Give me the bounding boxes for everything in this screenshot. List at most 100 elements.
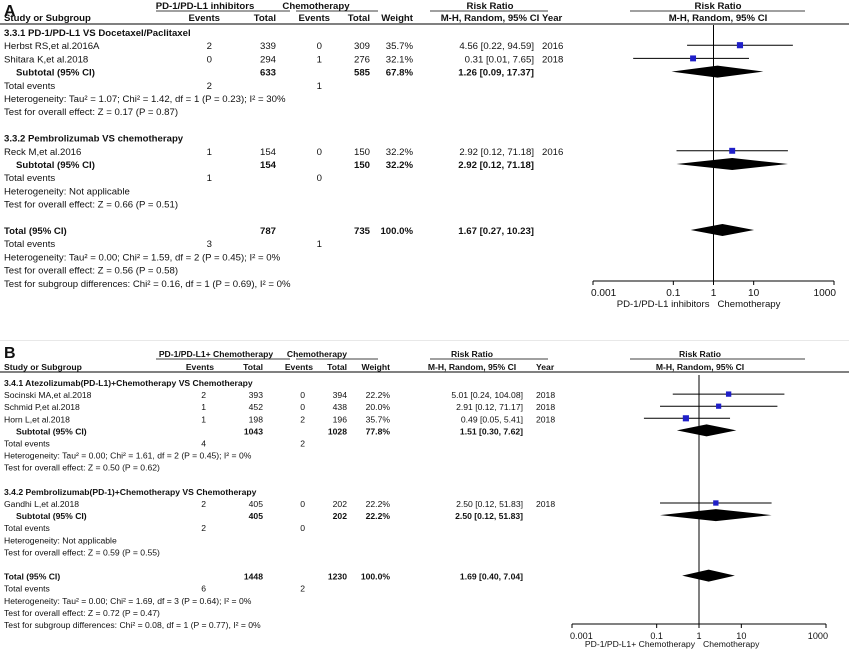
study-risk-ratio-ci: 5.01 [0.24, 104.08]: [451, 390, 523, 400]
overall-total-risk-ratio-ci: 1.67 [0.27, 10.23]: [458, 226, 534, 237]
column-header-study: Study or Subgroup: [4, 362, 82, 372]
study-total-group2: 309: [354, 41, 370, 52]
subtotal-total-group2: 585: [354, 68, 371, 79]
study-year: 2018: [536, 390, 555, 400]
study-marker: [690, 55, 697, 62]
subtotal-total-group2: 202: [333, 511, 348, 521]
study-events-group1: 2: [201, 499, 206, 509]
x-axis-tick-label: 10: [748, 288, 760, 299]
study-weight: 22.2%: [366, 390, 391, 400]
overall-total-weight: 100.0%: [361, 572, 391, 582]
statistics-note: Heterogeneity: Tau² = 1.07; Chi² = 1.42,…: [4, 94, 286, 105]
study-marker: [729, 147, 736, 154]
subgroup-title: 3.4.2 Pembrolizumab(PD-1)+Chemotherapy V…: [4, 487, 257, 497]
subtotal-total-group2: 150: [354, 160, 370, 171]
study-weight: 32.2%: [386, 147, 414, 158]
x-axis-tick-label: 10: [736, 631, 746, 641]
study-events-group1: 2: [201, 390, 206, 400]
subtotal-weight: 32.2%: [386, 160, 414, 171]
x-axis-tick-label: 0.1: [650, 631, 663, 641]
study-name: Horn L,et al.2018: [4, 414, 70, 424]
total-events-label: Total events: [4, 239, 55, 250]
study-year: 2016: [542, 147, 563, 158]
study-year: 2018: [536, 402, 555, 412]
statistics-note: Test for subgroup differences: Chi² = 0.…: [4, 279, 291, 290]
study-marker: [716, 403, 722, 409]
study-events-group1: 2: [207, 41, 212, 52]
study-marker: [736, 42, 744, 49]
study-risk-ratio-ci: 4.56 [0.22, 94.59]: [459, 41, 534, 52]
column-header-group2: Chemotherapy: [287, 349, 347, 359]
study-total-group2: 394: [333, 390, 348, 400]
study-marker: [682, 415, 689, 422]
total-events-group2: 1: [317, 239, 322, 250]
subtotal-total-group1: 405: [249, 511, 264, 521]
subtotal-total-group1: 154: [260, 160, 277, 171]
study-events-group2: 0: [317, 41, 322, 52]
subtotal-label: Subtotal (95% CI): [16, 160, 95, 171]
study-total-group2: 196: [333, 414, 348, 424]
study-events-group2: 0: [317, 147, 322, 158]
study-name: Schmid P,et al.2018: [4, 402, 80, 412]
subgroup-title: 3.3.2 Pembrolizumab VS chemotherapy: [4, 134, 184, 145]
subtotal-risk-ratio-ci: 2.92 [0.12, 71.18]: [458, 160, 534, 171]
study-risk-ratio-ci: 2.92 [0.12, 71.18]: [459, 147, 534, 158]
x-axis-tick-label: 1000: [814, 288, 837, 299]
overall-total-total-group1: 787: [260, 226, 276, 237]
statistics-note: Heterogeneity: Not applicable: [4, 535, 117, 545]
study-total-group1: 452: [249, 402, 264, 412]
study-risk-ratio-ci: 2.50 [0.12, 51.83]: [456, 499, 523, 509]
study-risk-ratio-ci: 0.31 [0.01, 7.65]: [465, 54, 534, 65]
study-weight: 35.7%: [366, 414, 391, 424]
plot-header-method: M-H, Random, 95% CI: [656, 362, 744, 372]
study-total-group2: 202: [333, 499, 348, 509]
subtotal-diamond: [676, 424, 737, 437]
total-events-group2: 2: [300, 439, 305, 449]
axis-label-favours-right: Chemotherapy: [703, 639, 760, 649]
total-events-group1: 2: [201, 523, 206, 533]
axis-label-favours-left: PD-1/PD-L1+ Chemotherapy: [585, 639, 696, 649]
study-events-group1: 0: [207, 54, 212, 65]
overall-total-diamond: [682, 569, 735, 582]
subtotal-weight: 67.8%: [386, 68, 414, 79]
study-events-group1: 1: [207, 147, 212, 158]
total-events-label: Total events: [4, 173, 55, 184]
subtotal-total-group1: 633: [260, 68, 276, 79]
study-risk-ratio-ci: 2.91 [0.12, 71.17]: [456, 402, 523, 412]
total-events-group1: 2: [207, 81, 212, 92]
column-header-weight: Weight: [362, 362, 391, 372]
study-year: 2018: [542, 54, 563, 65]
subtotal-weight: 77.8%: [366, 426, 391, 436]
study-name: Herbst RS,et al.2016A: [4, 41, 100, 52]
study-events-group1: 1: [201, 414, 206, 424]
x-axis-tick-label: 1: [711, 288, 717, 299]
overall-total-total-group1: 1448: [244, 572, 263, 582]
subtotal-risk-ratio-ci: 1.26 [0.09, 17.37]: [458, 68, 534, 79]
study-events-group2: 0: [300, 390, 305, 400]
plot-header-risk-ratio: Risk Ratio: [679, 349, 721, 359]
x-axis-tick-label: 1: [696, 631, 701, 641]
subgroup-title: 3.3.1 PD-1/PD-L1 VS Docetaxel/Paclitaxel: [4, 28, 191, 39]
total-events-group1: 3: [207, 239, 212, 250]
subtotal-risk-ratio-ci: 1.51 [0.30, 7.62]: [460, 426, 523, 436]
study-name: Socinski MA,et al.2018: [4, 390, 92, 400]
subtotal-diamond: [676, 158, 788, 170]
column-header-group2: Chemotherapy: [282, 1, 350, 12]
plot-header-risk-ratio: Risk Ratio: [695, 1, 742, 12]
study-events-group2: 0: [300, 499, 305, 509]
subtotal-total-group1: 1043: [244, 426, 263, 436]
statistics-note: Heterogeneity: Not applicable: [4, 186, 130, 197]
total-events-label: Total events: [4, 584, 50, 594]
total-events-group1: 4: [201, 439, 206, 449]
study-events-group2: 2: [300, 414, 305, 424]
statistics-note: Test for overall effect: Z = 0.72 (P = 0…: [4, 608, 160, 618]
statistics-note: Test for overall effect: Z = 0.66 (P = 0…: [4, 200, 178, 211]
column-header-rr-method: M-H, Random, 95% CI: [441, 13, 540, 24]
subgroup-title: 3.4.1 Atezolizumab(PD-L1)+Chemotherapy V…: [4, 378, 253, 388]
study-risk-ratio-ci: 0.49 [0.05, 5.41]: [461, 414, 523, 424]
x-axis-tick-label: 0.001: [570, 631, 593, 641]
subtotal-diamond: [660, 509, 772, 522]
total-events-group1: 1: [207, 173, 212, 184]
study-year: 2016: [542, 41, 563, 52]
statistics-note: Test for overall effect: Z = 0.56 (P = 0…: [4, 266, 178, 277]
